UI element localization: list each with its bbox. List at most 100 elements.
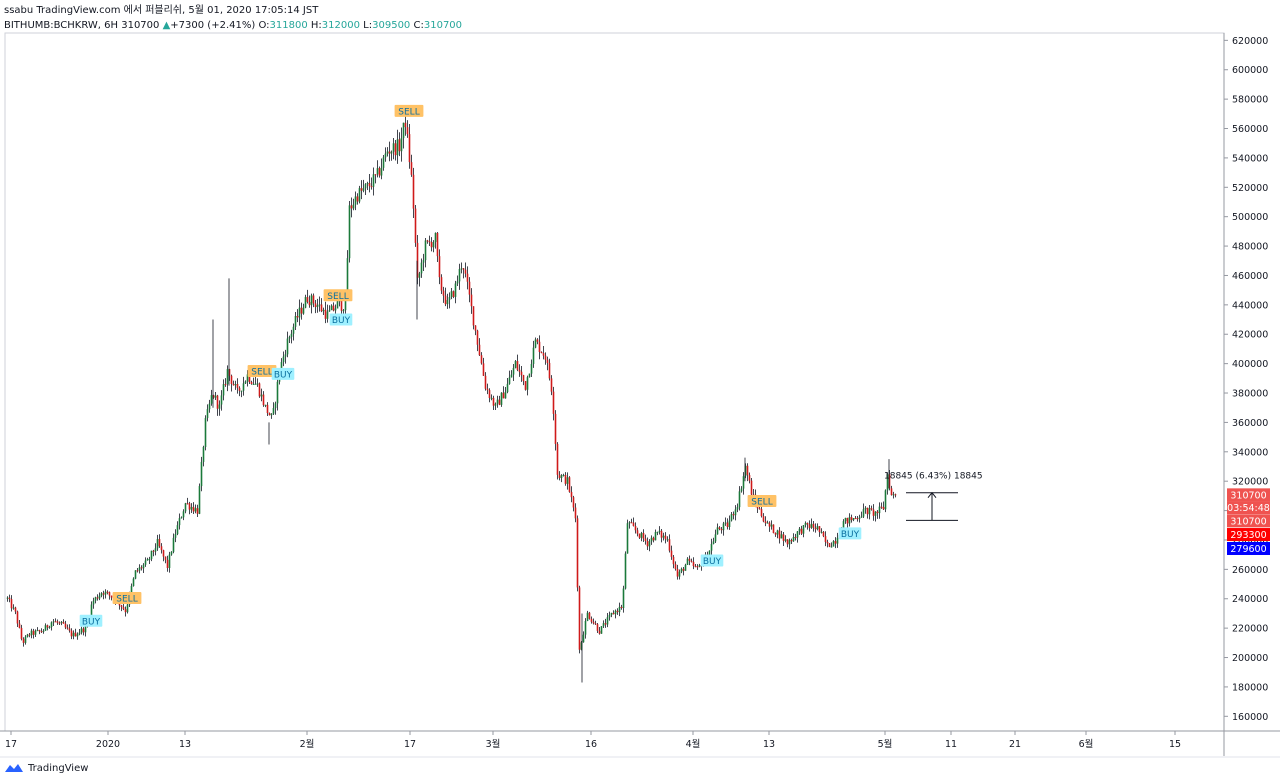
candle xyxy=(288,335,291,343)
candle-body xyxy=(34,630,37,635)
candle xyxy=(830,542,833,548)
candle-body xyxy=(510,374,513,378)
candle-body xyxy=(884,490,887,510)
candle-body xyxy=(580,642,583,650)
candle xyxy=(824,531,827,547)
candle xyxy=(192,502,195,514)
candle-body xyxy=(22,638,25,643)
candle xyxy=(576,515,579,592)
candle xyxy=(250,380,253,385)
y-tick-label: 580000 xyxy=(1232,95,1268,106)
candle xyxy=(254,376,257,385)
candle xyxy=(242,376,245,396)
candle-body xyxy=(680,568,683,572)
candle xyxy=(396,129,399,164)
candle xyxy=(796,530,799,543)
y-tick-label: 380000 xyxy=(1232,389,1268,400)
candle-body xyxy=(556,443,559,475)
candle xyxy=(382,155,385,171)
candle xyxy=(42,629,45,634)
signal-label: BUY xyxy=(332,316,351,326)
candle-body xyxy=(226,369,229,385)
measure-arrow-head-icon xyxy=(927,491,937,499)
candle-body xyxy=(678,571,681,577)
signal-label-bg xyxy=(747,495,777,508)
candle-body xyxy=(176,525,179,535)
candle xyxy=(850,514,853,523)
candle-body xyxy=(800,528,803,534)
candle xyxy=(552,386,555,421)
buy-signal: BUY xyxy=(700,554,724,567)
candle-body xyxy=(696,566,699,568)
symbol-name: BITHUMB:BCHKRW, 6H xyxy=(4,20,119,31)
x-tick-label: 5월 xyxy=(878,738,893,750)
candle xyxy=(124,606,127,617)
candle-body xyxy=(68,628,71,631)
candle-body xyxy=(52,621,55,623)
candle xyxy=(354,191,357,211)
candle-body xyxy=(256,383,259,385)
candle-body xyxy=(672,556,675,565)
y-tick-label: 180000 xyxy=(1232,682,1268,693)
candle xyxy=(194,504,197,514)
candle xyxy=(300,302,303,320)
signal-label: SELL xyxy=(251,367,272,377)
candle-body xyxy=(488,390,491,398)
candle xyxy=(866,507,869,519)
candle-body xyxy=(360,188,363,191)
candle-body xyxy=(694,566,697,568)
candle-body xyxy=(238,387,241,391)
candle-body xyxy=(614,610,617,615)
candle xyxy=(332,302,335,312)
candle xyxy=(170,551,173,556)
candle-body xyxy=(100,593,103,596)
candle xyxy=(566,472,569,490)
candle-body xyxy=(486,388,489,391)
candle xyxy=(560,474,563,483)
candle xyxy=(318,296,321,312)
candle-body xyxy=(124,609,127,613)
candle-body xyxy=(888,474,891,489)
candle xyxy=(178,513,181,530)
candle xyxy=(792,533,795,542)
candle xyxy=(580,641,583,651)
candle xyxy=(750,477,753,496)
candle-body xyxy=(322,309,325,312)
candle xyxy=(214,391,217,401)
candle xyxy=(882,501,885,510)
candle xyxy=(668,534,671,553)
candle xyxy=(644,534,647,545)
candle-body xyxy=(94,597,97,601)
candle xyxy=(484,372,487,391)
candle-body xyxy=(136,570,139,572)
candle-body xyxy=(674,564,677,569)
candle-body xyxy=(566,477,569,484)
candle-body xyxy=(164,556,167,560)
candle-body xyxy=(336,301,339,309)
candle-body xyxy=(240,390,243,392)
candle xyxy=(686,557,689,566)
candle-body xyxy=(746,465,749,476)
candle xyxy=(102,590,105,600)
candle xyxy=(808,520,811,532)
candle xyxy=(462,268,465,279)
candle xyxy=(892,491,895,499)
candle-body xyxy=(10,599,13,609)
candle-body xyxy=(596,624,599,631)
candle-body xyxy=(686,558,689,565)
candle xyxy=(692,557,695,570)
candle-body xyxy=(814,527,817,530)
candle xyxy=(810,518,813,529)
candle-body xyxy=(628,522,631,524)
candle xyxy=(546,356,549,371)
candle-body xyxy=(490,397,493,399)
candle-body xyxy=(270,413,273,416)
candle xyxy=(28,633,31,638)
candle-body xyxy=(422,260,425,263)
candle xyxy=(890,485,893,496)
candle xyxy=(228,368,231,381)
candle-body xyxy=(878,506,881,514)
candle-body xyxy=(668,539,671,551)
candle xyxy=(260,388,263,402)
